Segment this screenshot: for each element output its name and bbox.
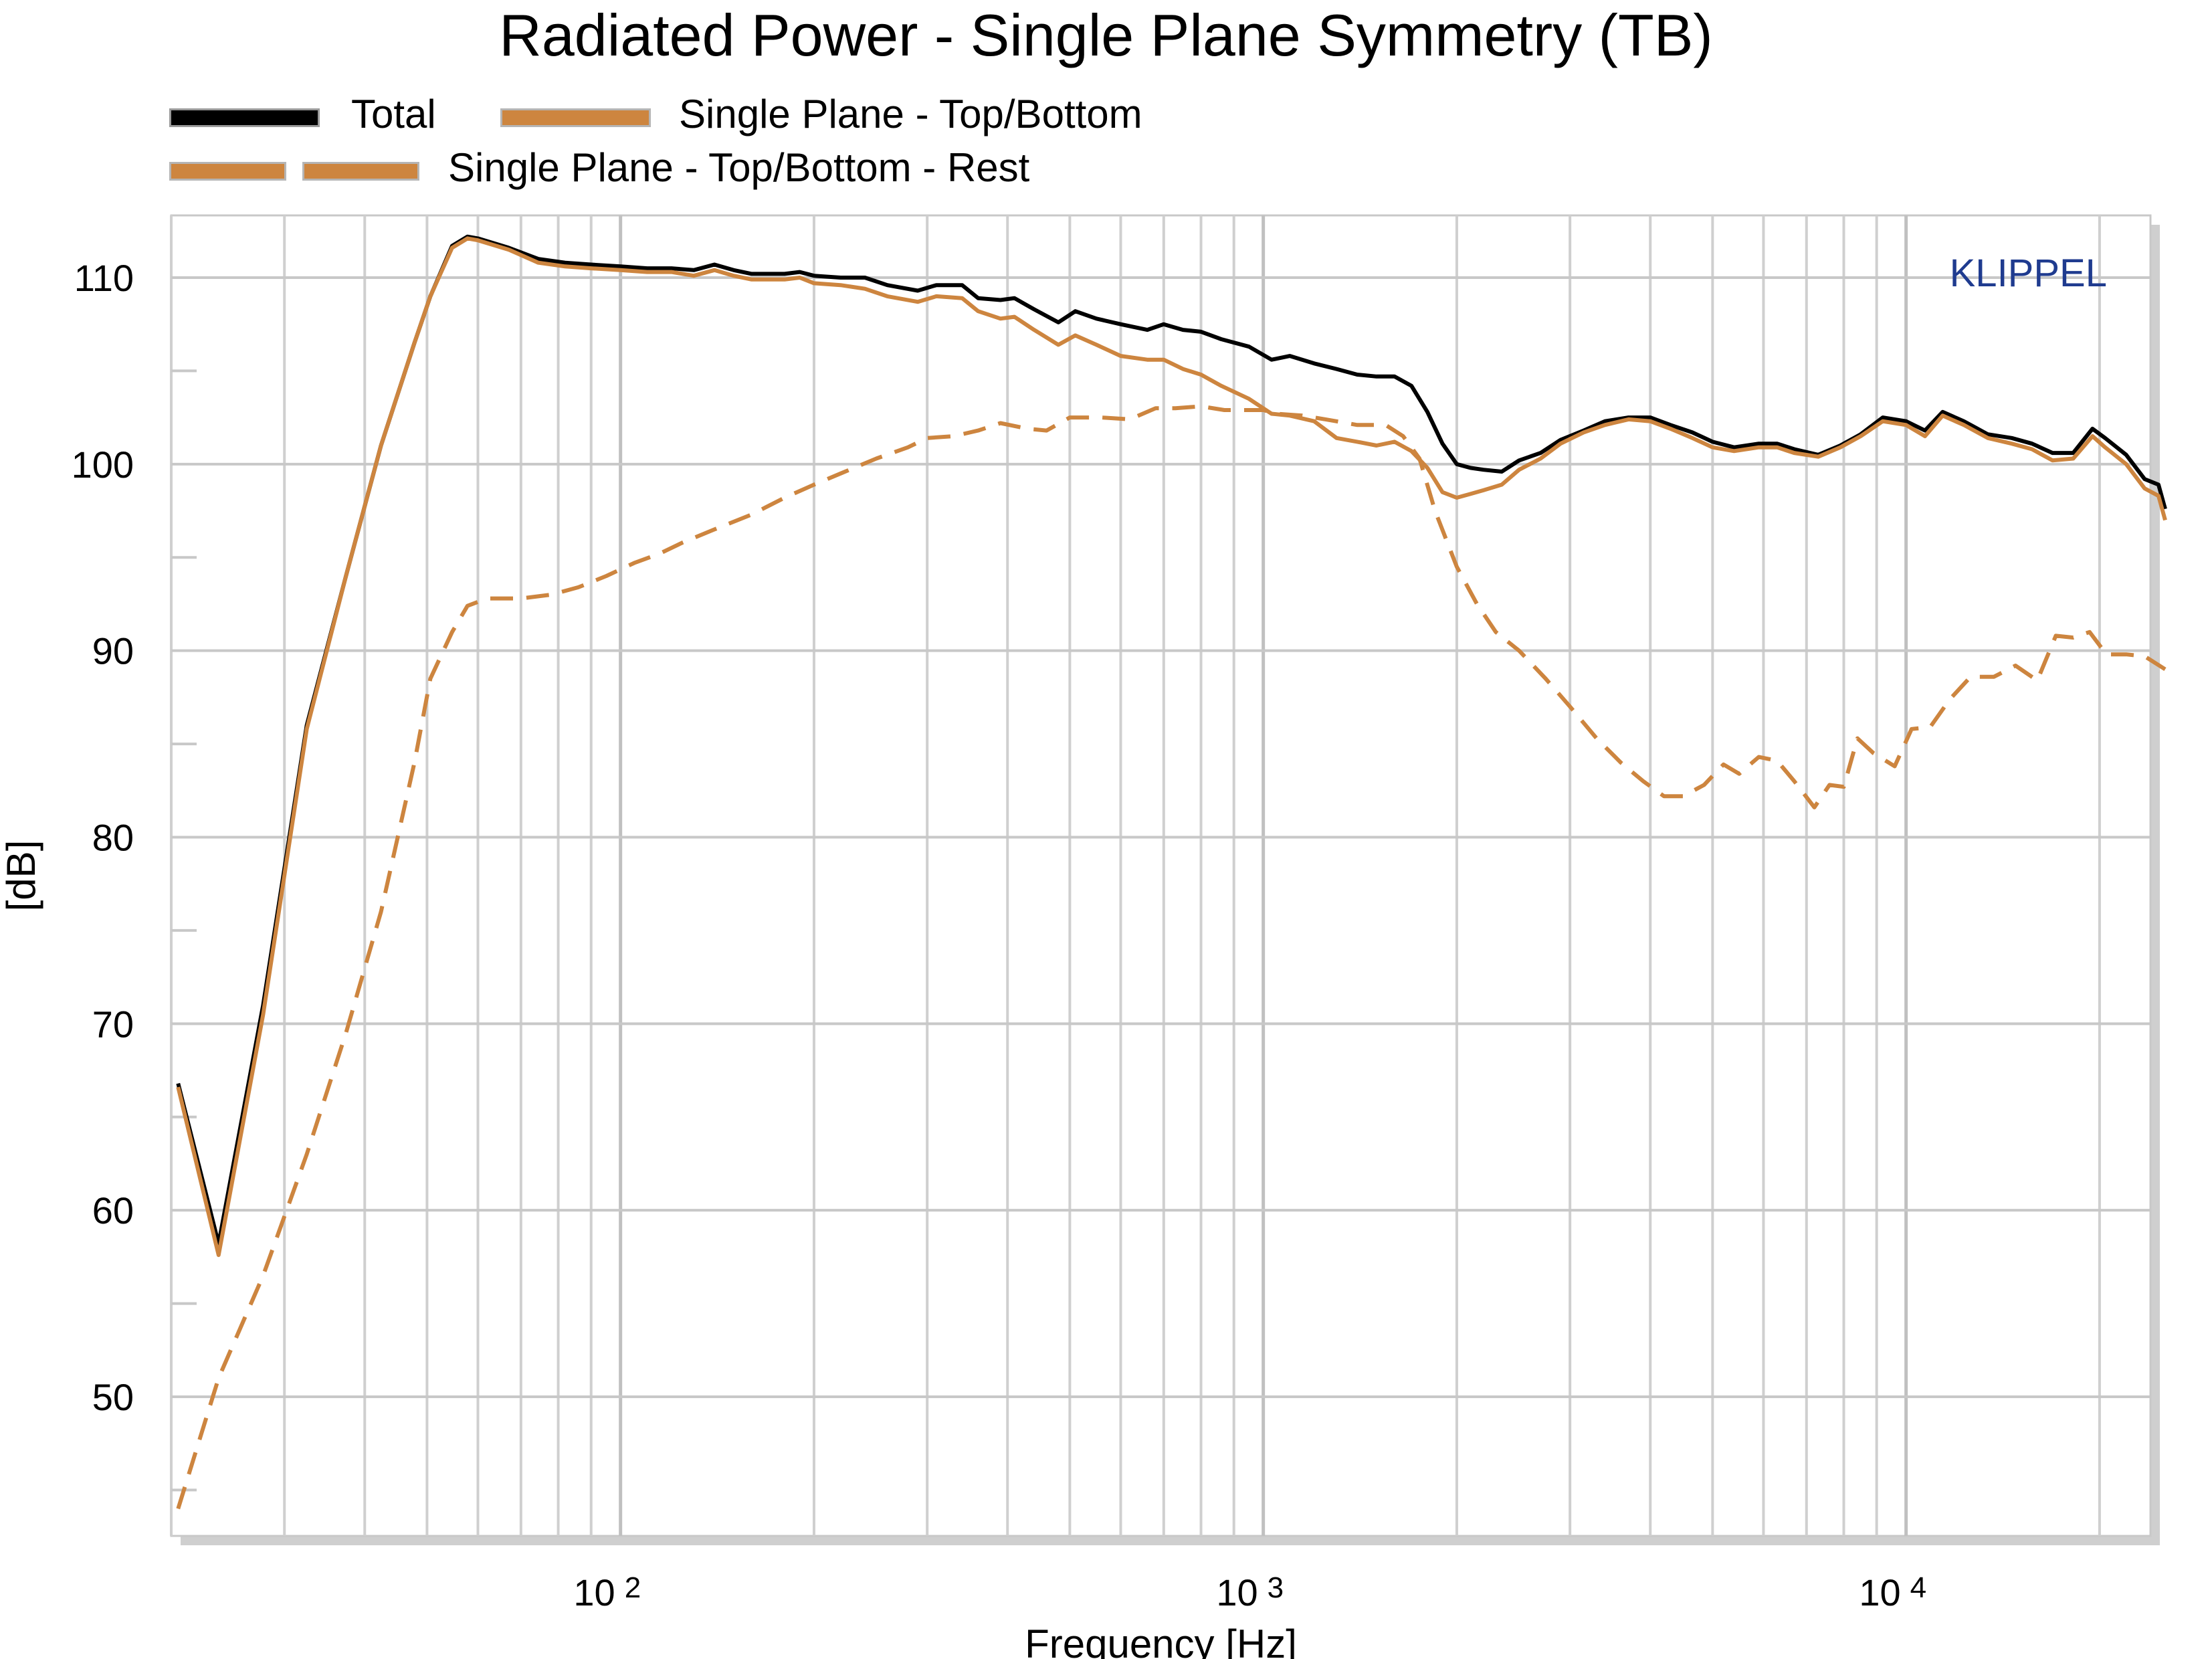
legend-label-total: Total <box>351 92 436 136</box>
legend-swatch-top-bottom <box>500 108 651 127</box>
legend-swatch-rest-dash-1 <box>169 162 286 181</box>
x-tick-exponent: 3 <box>1268 1571 1284 1604</box>
x-axis-label: Frequency [Hz] <box>1025 1622 1297 1659</box>
legend-swatch-total <box>169 108 320 127</box>
x-tick-label: 10 <box>573 1571 615 1614</box>
plot-area <box>170 214 2152 1537</box>
klippel-watermark: KLIPPEL <box>1950 252 2107 295</box>
x-tick-label: 10 <box>1216 1571 1258 1614</box>
y-tick-label: 70 <box>92 1003 134 1045</box>
legend-label-top-bottom: Single Plane - Top/Bottom <box>679 92 1142 136</box>
y-tick-label: 60 <box>92 1189 134 1232</box>
series-line-rest <box>176 404 2167 1510</box>
y-tick-label: 110 <box>74 257 134 299</box>
y-tick-label: 50 <box>92 1376 134 1418</box>
legend-label-rest: Single Plane - Top/Bottom - Rest <box>448 145 1030 190</box>
y-axis-label: [dB] <box>0 840 43 912</box>
legend-swatch-rest-dash-2 <box>302 162 419 181</box>
x-tick-exponent: 2 <box>625 1571 641 1604</box>
y-tick-label: 90 <box>92 630 134 672</box>
x-tick-label: 10 <box>1859 1571 1900 1614</box>
series-line-total <box>176 234 2167 1246</box>
x-tick-exponent: 4 <box>1910 1571 1926 1604</box>
y-tick-label: 100 <box>72 444 134 486</box>
y-tick-label: 80 <box>92 817 134 859</box>
chart-title: Radiated Power - Single Plane Symmetry (… <box>499 2 1713 68</box>
